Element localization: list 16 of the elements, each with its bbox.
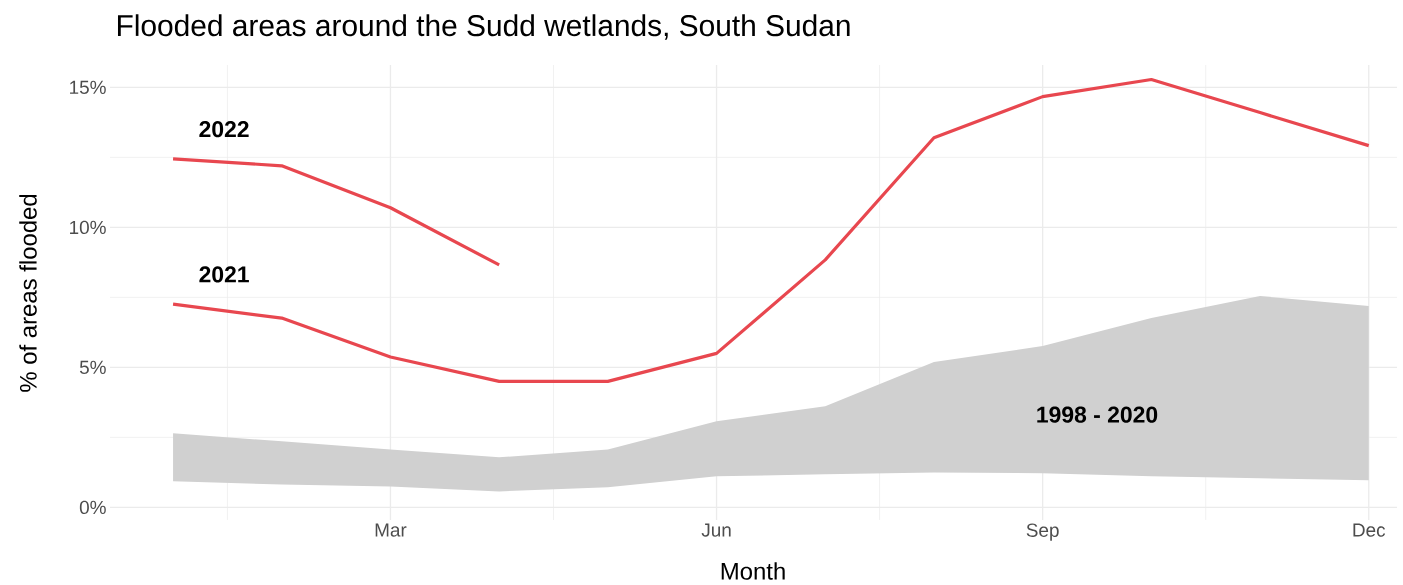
y-axis-title: % of areas flooded [19,194,37,392]
y-tick-label: 10% [70,220,106,235]
chart-title: Flooded areas around the Sudd wetlands, South Sudan [117,14,850,40]
series-label: 2021 [199,266,249,283]
x-tick-label: Mar [375,523,407,537]
x-tick-label: Dec [1353,523,1386,537]
y-tick-label: 0% [79,500,106,515]
x-tick-label: Sep [1026,523,1059,541]
line-series [171,77,1371,383]
line-series [171,157,501,267]
x-tick-label: Jun [701,523,731,537]
x-axis-title: Month [721,562,785,580]
y-tick-label: 15% [70,80,106,95]
y-tick-label: 5% [79,360,106,375]
annotation: 1998 - 2020 [1037,406,1158,423]
series-label: 2022 [199,121,249,138]
